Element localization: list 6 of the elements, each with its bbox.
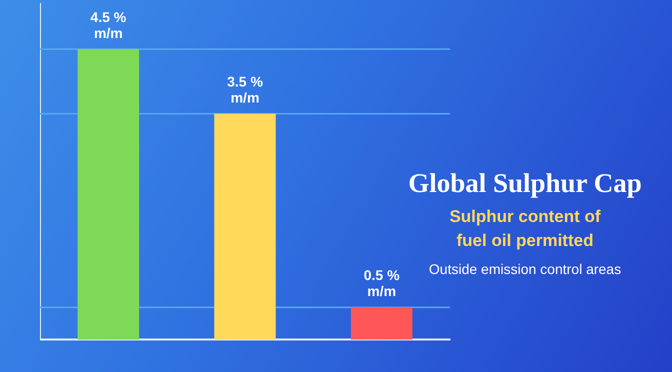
annotation: Outside emission control areas <box>428 261 622 277</box>
text: Sulphur content of fuel oil permitted <box>448 206 602 252</box>
text: Global Sulphur Cap <box>407 168 643 199</box>
data-label: 4.5 % m/m <box>90 9 127 42</box>
data-label: 0.5 % m/m <box>364 267 400 300</box>
data-label: 3.5 % m/m <box>227 74 264 106</box>
